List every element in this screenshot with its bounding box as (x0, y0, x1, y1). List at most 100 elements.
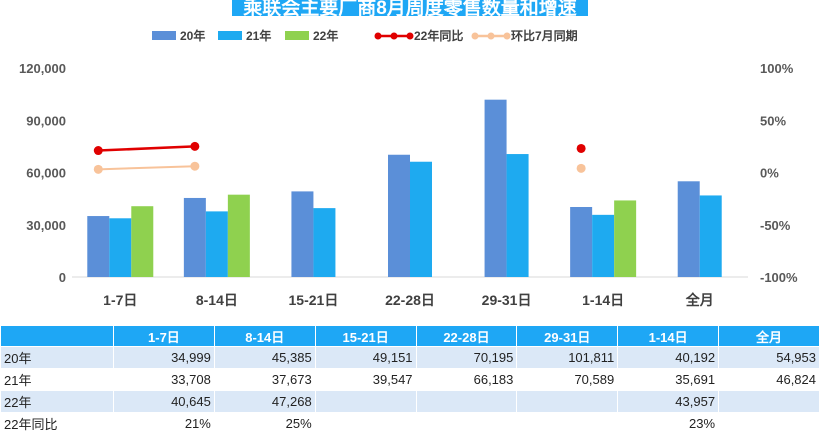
y-right-tick-label: 50% (760, 113, 786, 128)
table-cell: 54,953 (718, 346, 820, 369)
bar-20年 (183, 197, 206, 277)
table-row-label: 21年 (0, 368, 114, 391)
bar-21年 (506, 154, 529, 277)
table-row-label: 20年 (0, 346, 114, 369)
chart: 120,000 90,000 60,000 30,000 0 100% 50% 0% -50% -… (19, 28, 798, 308)
line-segment-环比7月同期 (98, 165, 195, 171)
legend-label: 环比7月同期 (511, 28, 578, 43)
point-22年同比 (190, 141, 200, 151)
bar-21年 (313, 208, 336, 277)
table-corner (0, 325, 114, 347)
table-header-cell: 29-31日 (516, 325, 619, 347)
table-cell: 21% (113, 412, 215, 435)
table-row-label: 22年同比 (0, 412, 114, 435)
table-header-cell: 全月 (718, 325, 820, 347)
table-cell (516, 412, 619, 435)
table-header-cell: 8-14日 (213, 325, 316, 347)
table-cell (516, 390, 619, 413)
legend-swatch (152, 31, 176, 40)
x-category-label: 29-31日 (482, 292, 532, 308)
table-cell (718, 390, 820, 413)
legend-label: 20年 (180, 28, 205, 43)
bar-20年 (677, 181, 700, 277)
table-cell: 35,691 (617, 368, 720, 391)
table-cell: 46,824 (718, 368, 820, 391)
x-category-label: 1-7日 (103, 292, 137, 308)
point-22年同比 (576, 143, 586, 153)
legend-swatch-marker (374, 32, 382, 40)
y-right-tick-label: -100% (760, 270, 798, 285)
bar-20年 (291, 191, 314, 277)
legend-swatch (218, 31, 242, 40)
table-cell (415, 390, 518, 413)
bar-20年 (87, 216, 110, 277)
legend-swatch-marker (471, 32, 479, 40)
bar-22年 (227, 194, 250, 277)
table-row: 21年 33,708 37,673 39,547 66,183 70,589 35,691 4… (0, 368, 820, 391)
bar-21年 (109, 218, 132, 277)
x-category-label: 22-28日 (385, 292, 435, 308)
chart-title: 乘联会主要厂商8月周度零售数量和增速 (243, 0, 577, 16)
bar-22年 (614, 200, 637, 277)
table-cell (314, 412, 417, 435)
x-category-label: 1-14日 (582, 292, 624, 308)
table-row: 22年 40,645 47,268 43,957 (0, 390, 820, 413)
y-right-tick-label: 100% (760, 61, 794, 76)
table-cell (314, 390, 417, 413)
table-cell: 34,999 (113, 346, 215, 369)
x-category-label: 15-21日 (289, 292, 339, 308)
point-环比7月同期 (93, 164, 103, 174)
table-cell: 33,708 (113, 368, 215, 391)
table-header-cell: 22-28日 (415, 325, 518, 347)
chart-title-bar: 乘联会主要厂商8月周度零售数量和增速 (232, 0, 588, 16)
y-left-tick-label: 90,000 (26, 113, 66, 128)
table-cell: 101,811 (516, 346, 619, 369)
legend-swatch-marker (390, 32, 398, 40)
table-cell: 70,195 (415, 346, 518, 369)
bar-21年 (699, 195, 722, 277)
data-table: 1-7日 8-14日 15-21日 22-28日 29-31日 1-14日 全月… (0, 325, 820, 435)
legend-label: 22年同比 (414, 28, 463, 43)
table-row: 20年 34,999 45,385 49,151 70,195 101,811 40,192… (0, 346, 820, 369)
legend-swatch-marker (503, 32, 511, 40)
table-cell: 70,589 (516, 368, 619, 391)
table-header-cell: 1-14日 (617, 325, 720, 347)
table-cell: 40,192 (617, 346, 720, 369)
point-22年同比 (93, 146, 103, 156)
table-cell: 47,268 (213, 390, 316, 413)
table-cell: 43,957 (617, 390, 720, 413)
table-cell: 23% (617, 412, 720, 435)
legend-label: 22年 (313, 28, 338, 43)
table-cell: 49,151 (314, 346, 417, 369)
line-segment-22年同比 (98, 145, 195, 152)
table-cell (718, 412, 820, 435)
bar-21年 (410, 161, 432, 277)
table-cell (415, 412, 518, 435)
bar-20年 (388, 154, 410, 277)
bar-22年 (131, 206, 154, 277)
table-header-row: 1-7日 8-14日 15-21日 22-28日 29-31日 1-14日 全月 (0, 325, 820, 347)
y-right-tick-label: -50% (760, 218, 791, 233)
x-category-label: 全月 (685, 292, 714, 308)
x-category-label: 8-14日 (196, 292, 238, 308)
table-cell: 40,645 (113, 390, 215, 413)
table-header-cell: 1-7日 (113, 325, 215, 347)
table-cell: 37,673 (213, 368, 316, 391)
y-left-tick-label: 60,000 (26, 166, 66, 181)
legend-swatch (285, 31, 309, 40)
bar-20年 (570, 206, 593, 277)
bar-20年 (484, 99, 507, 278)
bar-21年 (205, 211, 228, 277)
y-left-tick-label: 0 (59, 270, 66, 285)
table-header-cell: 15-21日 (314, 325, 417, 347)
y-left-tick-label: 120,000 (19, 61, 66, 76)
legend-swatch-marker (406, 32, 414, 40)
table-cell: 66,183 (415, 368, 518, 391)
y-left-tick-label: 30,000 (26, 218, 66, 233)
point-环比7月同期 (576, 163, 586, 173)
table-cell: 45,385 (213, 346, 316, 369)
y-right-tick-label: 0% (760, 166, 779, 181)
legend-label: 21年 (246, 28, 271, 43)
table-cell: 25% (213, 412, 316, 435)
table-row: 22年同比 21% 25% 23% (0, 412, 820, 435)
